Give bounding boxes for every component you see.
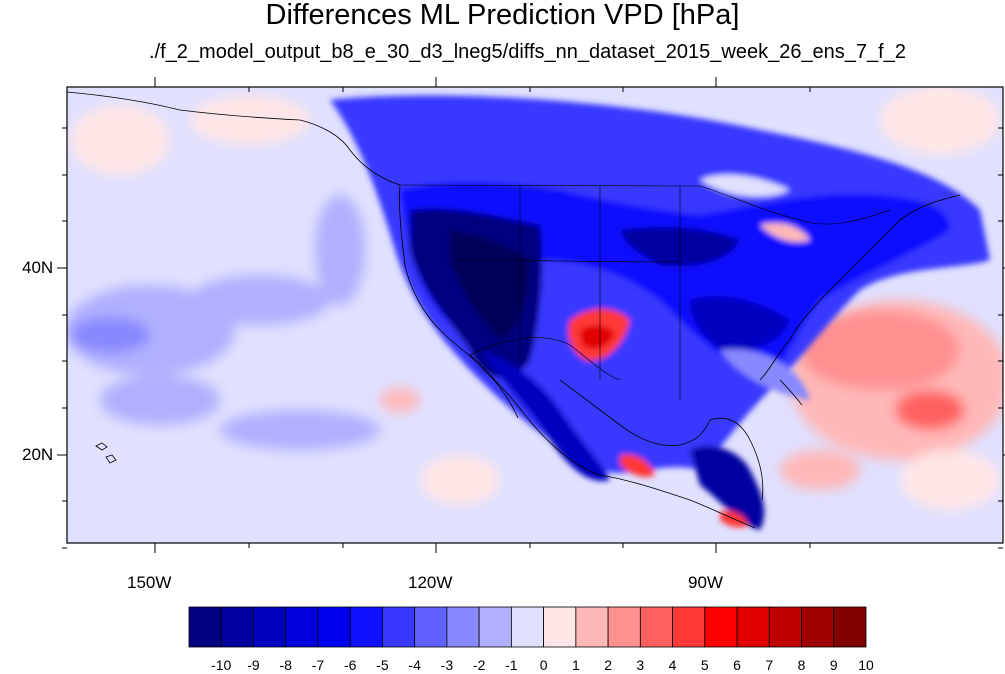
colorbar-swatch: [768, 606, 802, 648]
ocean-anomalies: [67, 87, 1003, 510]
colorbar-swatch: [349, 606, 383, 648]
colorbar-tick-label: -7: [311, 657, 325, 673]
lon-label-120w: 120W: [408, 573, 453, 592]
colorbar-swatch: [801, 606, 835, 648]
colorbar-swatch: [607, 606, 641, 648]
colorbar-swatch: [672, 606, 706, 648]
colorbar-tick-label: -5: [376, 657, 389, 673]
colorbar-swatch: [833, 606, 867, 648]
colorbar-tick-label: -4: [408, 657, 421, 673]
colorbar-swatch: [543, 606, 577, 648]
lon-label-150w: 150W: [127, 573, 172, 592]
colorbar-tick-label: -3: [440, 657, 454, 673]
colorbar-swatch: [285, 606, 319, 648]
borders: [399, 184, 891, 400]
colorbar-swatch: [736, 606, 770, 648]
colorbar-swatch: [446, 606, 480, 648]
colorbar-tick-label: 10: [858, 657, 874, 673]
lat-label-20n: 20N: [22, 445, 54, 464]
colorbar-swatch: [253, 606, 287, 648]
colorbar-tick-label: -9: [247, 657, 260, 673]
colorbar: [188, 606, 867, 648]
colorbar-tick-label: 3: [636, 657, 645, 673]
colorbar-tick-label: -8: [279, 657, 292, 673]
axis-ticks: [57, 77, 1005, 553]
colorbar-swatch: [704, 606, 738, 648]
colorbar-tick-label: 7: [765, 657, 774, 673]
land-anomalies: [330, 95, 990, 530]
lon-label-90w: 90W: [688, 573, 723, 592]
colorbar-tick-label: -6: [343, 657, 357, 673]
colorbar-tick-label: 0: [539, 657, 548, 673]
colorbar-tick-label: -10: [211, 657, 232, 673]
colorbar-tick-label: 1: [571, 657, 580, 673]
colorbar-tick-label: 8: [797, 657, 806, 673]
colorbar-tick-label: 2: [604, 657, 612, 673]
colorbar-swatch: [510, 606, 545, 648]
colorbar-swatch: [220, 606, 254, 648]
colorbar-swatch: [414, 606, 448, 648]
colorbar-swatch: [188, 606, 222, 648]
map-subtitle: ./f_2_model_output_b8_e_30_d3_lneg5/diff…: [149, 41, 906, 63]
colorbar-tick-label: -2: [472, 657, 486, 673]
hawaii-islands: [95, 442, 117, 464]
colorbar-swatch: [382, 606, 416, 648]
colorbar-swatch: [317, 606, 351, 648]
colorbar-tick-label: 6: [733, 657, 741, 673]
colorbar-swatch: [639, 606, 673, 648]
colorbar-swatch: [575, 606, 609, 648]
coastlines: [67, 91, 961, 529]
map-title: Differences ML Prediction VPD [hPa]: [265, 0, 740, 31]
colorbar-tick-label: 9: [829, 657, 838, 673]
lat-label-40n: 40N: [22, 258, 54, 277]
colorbar-tick-label: 5: [700, 657, 709, 673]
map-field: [67, 87, 1003, 543]
colorbar-tick-label: -1: [505, 657, 518, 673]
colorbar-tick-label: 4: [668, 657, 677, 673]
colorbar-swatch: [478, 606, 512, 648]
